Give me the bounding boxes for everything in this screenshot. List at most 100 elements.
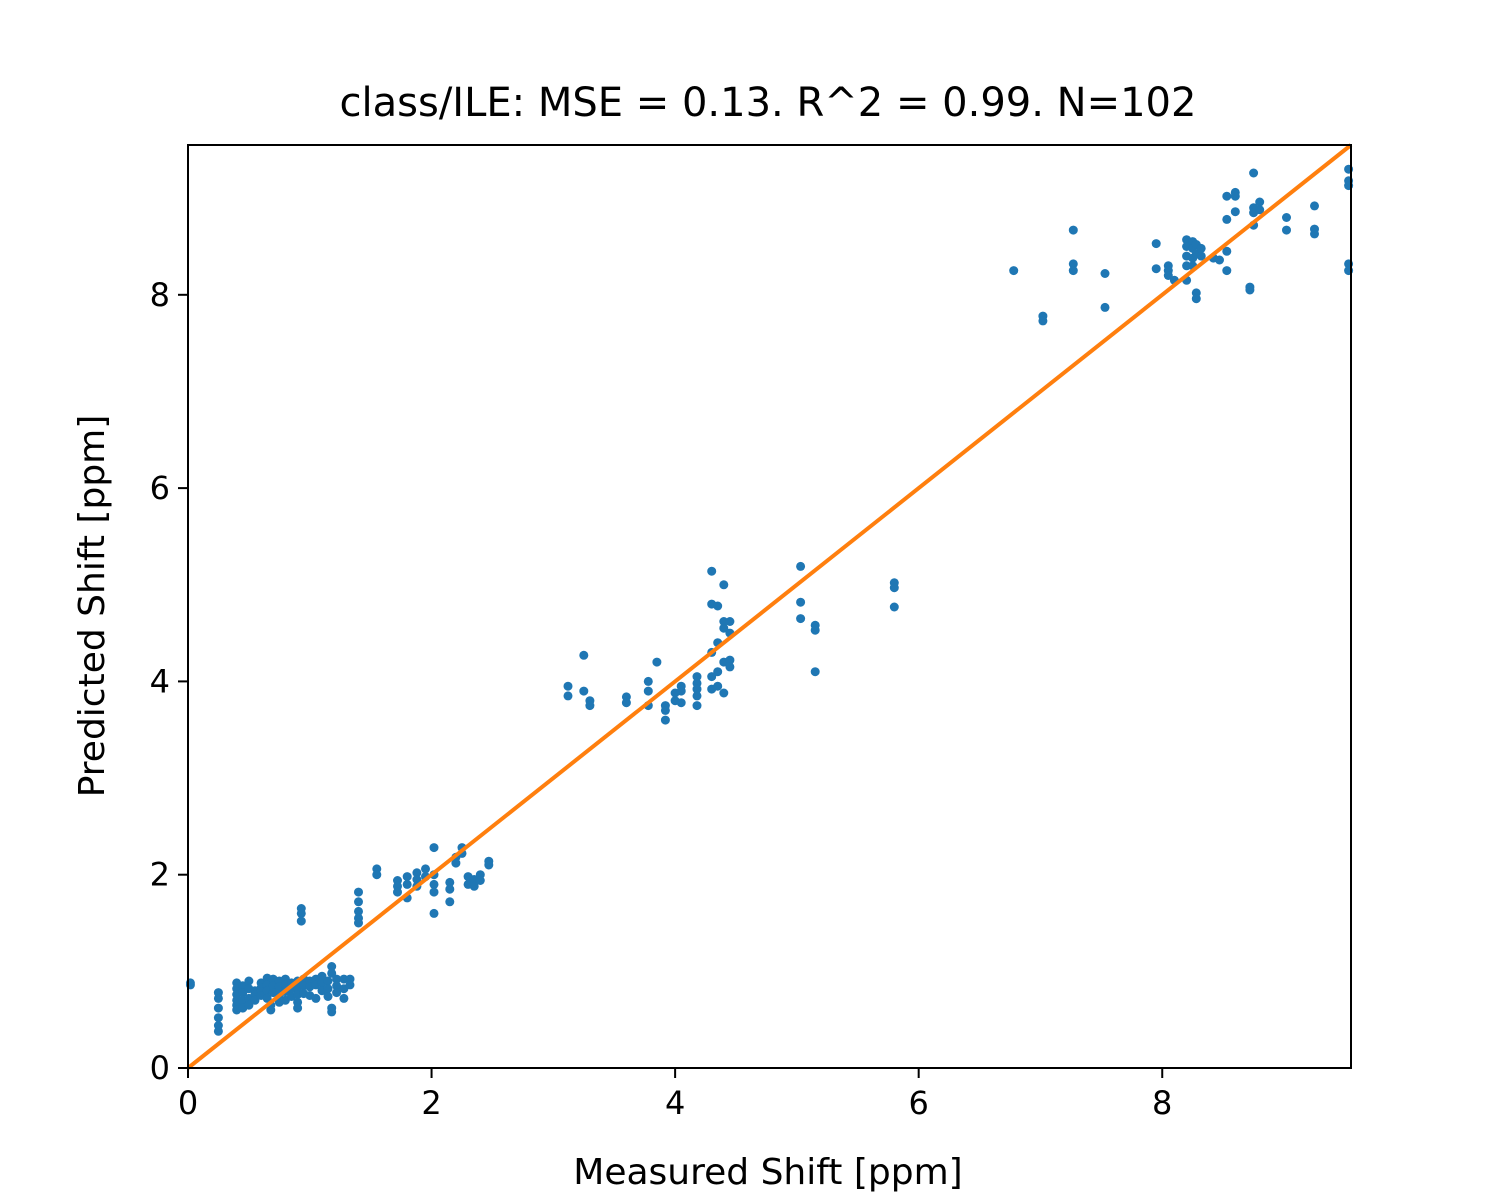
data-point [796, 614, 806, 624]
data-point [1068, 266, 1078, 276]
data-point [372, 870, 382, 880]
data-point [810, 667, 820, 677]
data-point [213, 1026, 223, 1036]
data-point [563, 681, 573, 691]
data-point [1282, 225, 1291, 235]
data-point [1230, 191, 1240, 201]
data-point [1222, 191, 1232, 201]
y-axis: 0 2 4 6 8 [150, 276, 188, 1087]
data-point [412, 875, 422, 884]
data-point [1282, 213, 1291, 222]
data-point [1255, 205, 1265, 215]
data-point [643, 686, 653, 696]
data-point [1196, 251, 1206, 261]
data-point [354, 906, 363, 916]
data-point [1191, 294, 1201, 304]
data-point [1215, 255, 1224, 265]
x-axis: 0 2 4 6 8 [178, 1068, 1172, 1122]
y-tick-label: 2 [150, 856, 170, 894]
data-point [1009, 266, 1019, 276]
data-point [296, 916, 306, 926]
data-point [1230, 207, 1240, 217]
data-point [585, 701, 595, 711]
data-point [244, 976, 254, 986]
data-point [323, 992, 333, 1001]
data-point [676, 686, 686, 696]
data-point [719, 580, 729, 590]
plot-frame [187, 144, 1352, 1069]
data-point [643, 676, 653, 686]
data-point [244, 1000, 254, 1010]
data-point [1196, 243, 1206, 253]
y-tick-label: 8 [150, 276, 170, 314]
data-point [402, 872, 412, 882]
data-point [810, 625, 820, 635]
data-point [354, 918, 363, 928]
y-tick-label: 6 [150, 469, 170, 507]
data-point [713, 681, 723, 691]
data-point [1222, 246, 1232, 256]
data-point [725, 617, 735, 626]
chart-title: class/ILE: MSE = 0.13. R^2 = 0.99. N=102 [340, 80, 1197, 126]
data-point [327, 1007, 337, 1017]
data-point [262, 993, 272, 1003]
data-point [213, 993, 223, 1003]
data-point [393, 887, 402, 897]
data-point [1151, 239, 1161, 249]
data-point [1222, 266, 1232, 276]
data-point [213, 1013, 223, 1023]
data-point [676, 698, 686, 708]
data-point [317, 971, 327, 981]
data-point [339, 993, 349, 1003]
data-point [652, 657, 662, 667]
data-point [311, 993, 321, 1003]
data-point [1068, 259, 1078, 269]
data-point [327, 962, 337, 971]
data-point [692, 701, 702, 711]
data-point [1310, 229, 1319, 239]
data-point [429, 843, 439, 853]
data-point [250, 995, 260, 1005]
data-point [660, 715, 670, 725]
data-point [692, 684, 702, 694]
y-tick-label: 0 [150, 1049, 170, 1087]
data-points [185, 164, 1354, 1036]
reference-line [186, 143, 1353, 1070]
data-point [621, 698, 631, 708]
data-point [1249, 168, 1259, 178]
data-point [796, 597, 806, 607]
data-point [332, 974, 342, 984]
data-point [1100, 269, 1110, 278]
data-point [579, 686, 589, 696]
data-point [445, 897, 455, 907]
data-point [429, 887, 439, 897]
data-point [484, 860, 494, 870]
y-tick-label: 4 [150, 662, 170, 700]
data-point [445, 877, 455, 887]
data-point [332, 981, 342, 991]
data-point [345, 980, 355, 990]
data-point [725, 655, 735, 665]
data-point [412, 868, 422, 878]
data-point [469, 881, 479, 891]
data-point [332, 988, 342, 998]
data-point [1038, 316, 1048, 326]
x-tick-label: 8 [1152, 1084, 1172, 1122]
data-point [692, 672, 702, 682]
x-axis-label: Measured Shift [ppm] [573, 1152, 962, 1193]
data-point [1310, 201, 1319, 211]
data-point [421, 864, 430, 874]
data-point [725, 662, 735, 672]
data-point [707, 672, 717, 682]
y-axis-label: Predicted Shift [ppm] [72, 415, 113, 798]
data-point [296, 908, 306, 918]
x-tick-label: 2 [421, 1084, 441, 1122]
data-point [1222, 214, 1232, 224]
data-point [1163, 271, 1173, 280]
data-point [1068, 225, 1078, 235]
data-point [713, 667, 723, 677]
data-point [1151, 264, 1161, 274]
x-tick-label: 4 [665, 1084, 685, 1122]
